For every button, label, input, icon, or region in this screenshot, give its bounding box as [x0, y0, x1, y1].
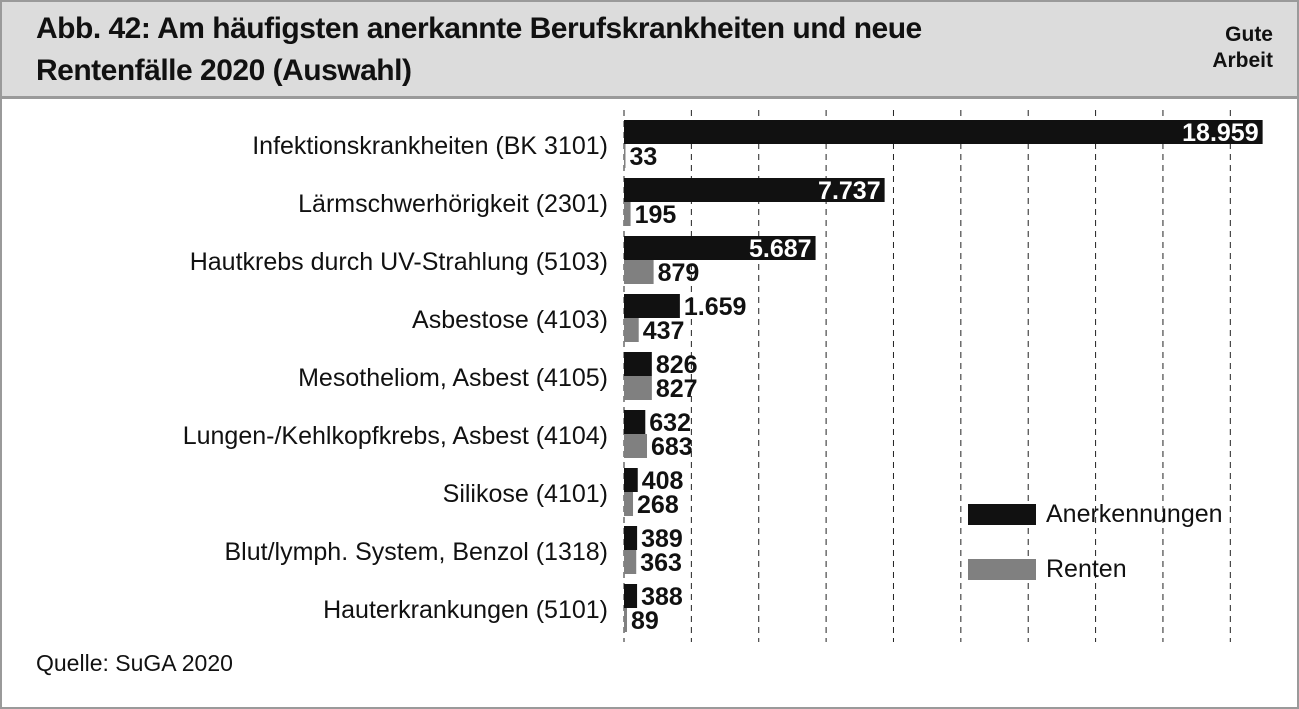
data-label-renten: 363: [640, 549, 682, 577]
bar-renten: [624, 376, 652, 400]
category-label: Silikose (4101): [443, 480, 608, 508]
chart-title: Abb. 42: Am häufigsten anerkannte Berufs…: [36, 12, 922, 87]
category-label: Lärmschwerhörigkeit (2301): [298, 190, 608, 218]
bar-anerkennungen: [624, 236, 816, 260]
category-label: Infektionskrankheiten (BK 3101): [252, 132, 608, 160]
data-label-renten: 268: [637, 491, 679, 519]
legend-label-renten: Renten: [1046, 555, 1127, 583]
bar-renten: [624, 318, 639, 342]
bar-renten: [624, 550, 637, 574]
source-note: Quelle: SuGA 2020: [36, 650, 233, 676]
data-label-anerkennungen: 408: [642, 467, 684, 495]
bar-anerkennungen: [624, 352, 652, 376]
data-label-renten: 437: [643, 317, 685, 345]
data-label-renten: 827: [656, 375, 698, 403]
bar-renten: [624, 608, 627, 632]
category-label: Hautkrebs durch UV-Strahlung (5103): [190, 248, 608, 276]
brand-line-1: Gute: [1225, 23, 1273, 46]
data-label-anerkennungen: 1.659: [684, 293, 747, 321]
data-label-anerkennungen: 389: [641, 525, 683, 553]
legend-label-anerkennungen: Anerkennungen: [1046, 500, 1223, 528]
bar-renten: [624, 492, 634, 516]
bar-anerkennungen: [624, 294, 680, 318]
bar-anerkennungen: [624, 120, 1263, 144]
category-label: Hauterkrankungen (5101): [323, 596, 608, 624]
data-label-renten: 879: [658, 259, 700, 287]
legend-swatch-anerkennungen: [968, 504, 1036, 525]
category-label: Lungen-/Kehlkopfkrebs, Asbest (4104): [183, 422, 608, 450]
data-label-anerkennungen: 5.687: [749, 235, 812, 263]
brand-logo: Gute Arbeit: [1212, 22, 1273, 74]
category-label: Blut/lymph. System, Benzol (1318): [225, 538, 609, 566]
data-label-renten: 89: [631, 607, 659, 635]
bar-renten: [624, 202, 631, 226]
legend-swatch-renten: [968, 559, 1036, 580]
bar-renten: [624, 434, 648, 458]
bar-anerkennungen: [624, 178, 885, 202]
data-label-anerkennungen: 826: [656, 351, 698, 379]
data-label-renten: 683: [651, 433, 693, 461]
header-bar: Abb. 42: Am häufigsten anerkannte Berufs…: [2, 2, 1297, 99]
data-label-renten: 33: [630, 143, 658, 171]
bar-anerkennungen: [624, 584, 638, 608]
data-label-anerkennungen: 632: [649, 409, 691, 437]
brand-line-2: Arbeit: [1212, 49, 1273, 72]
data-label-renten: 195: [635, 201, 677, 229]
bar-renten: [624, 144, 626, 168]
bar-anerkennungen: [624, 410, 646, 434]
bar-renten: [624, 260, 654, 284]
bar-anerkennungen: [624, 468, 638, 492]
category-label: Asbestose (4103): [412, 306, 608, 334]
bar-anerkennungen: [624, 526, 638, 550]
data-label-anerkennungen: 18.959: [1182, 119, 1258, 147]
category-label: Mesotheliom, Asbest (4105): [298, 364, 608, 392]
data-label-anerkennungen: 7.737: [818, 177, 881, 205]
data-label-anerkennungen: 388: [641, 583, 683, 611]
